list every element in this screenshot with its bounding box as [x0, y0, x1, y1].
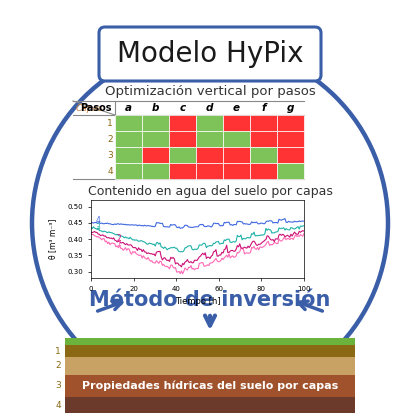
Text: Contenido en agua del suelo por capas: Contenido en agua del suelo por capas [87, 186, 333, 199]
Text: f: f [261, 103, 266, 113]
Bar [65, 375, 355, 397]
Text: d: d [206, 103, 213, 113]
Text: Método de inversión: Método de inversión [89, 290, 331, 310]
Text: 1: 1 [55, 347, 61, 355]
Text: 1: 1 [117, 239, 121, 248]
Bar [277, 163, 304, 179]
Bar [65, 338, 355, 345]
Bar [277, 115, 304, 131]
Bar [65, 397, 355, 413]
Bar [223, 163, 250, 179]
Text: Propiedades hídricas del suelo por capas: Propiedades hídricas del suelo por capas [82, 381, 338, 391]
Bar [115, 131, 142, 147]
Bar [223, 131, 250, 147]
Bar [142, 115, 169, 131]
Bar [65, 357, 355, 375]
Text: 4: 4 [55, 400, 61, 410]
Bar [115, 115, 142, 131]
Bar [115, 163, 142, 179]
Text: a: a [125, 103, 132, 113]
Text: Optimización vertical por pasos: Optimización vertical por pasos [105, 84, 315, 97]
Bar [223, 147, 250, 163]
Text: g: g [287, 103, 294, 113]
X-axis label: Tiempo [h]: Tiempo [h] [175, 297, 220, 306]
Text: b: b [152, 103, 159, 113]
Bar [250, 131, 277, 147]
Bar [169, 115, 196, 131]
Bar [250, 163, 277, 179]
Text: 2: 2 [55, 362, 61, 370]
Bar [142, 147, 169, 163]
Text: 3: 3 [55, 382, 61, 390]
Bar [142, 131, 169, 147]
Bar [250, 147, 277, 163]
Bar [65, 345, 355, 357]
Bar [223, 115, 250, 131]
Bar [115, 147, 142, 163]
Text: e: e [233, 103, 240, 113]
Text: 2: 2 [107, 135, 113, 143]
Bar [169, 163, 196, 179]
Bar [196, 131, 223, 147]
Text: Capas: Capas [76, 104, 104, 113]
Bar [196, 147, 223, 163]
Bar [142, 163, 169, 179]
Bar [277, 131, 304, 147]
Text: 1: 1 [107, 118, 113, 127]
Y-axis label: θ [m³ m⁻³]: θ [m³ m⁻³] [48, 219, 57, 259]
Bar [277, 147, 304, 163]
Text: 2: 2 [117, 234, 121, 243]
Bar [250, 115, 277, 131]
Bar [169, 131, 196, 147]
Text: 4: 4 [95, 217, 100, 225]
Bar [169, 147, 196, 163]
Text: c: c [179, 103, 186, 113]
Text: Modelo HyPix: Modelo HyPix [117, 40, 303, 68]
Bar [196, 163, 223, 179]
Text: 3: 3 [95, 223, 100, 232]
Text: 3: 3 [107, 150, 113, 160]
Bar [196, 115, 223, 131]
FancyBboxPatch shape [99, 27, 321, 81]
Text: Pasos: Pasos [81, 103, 112, 113]
Text: 4: 4 [107, 166, 113, 176]
